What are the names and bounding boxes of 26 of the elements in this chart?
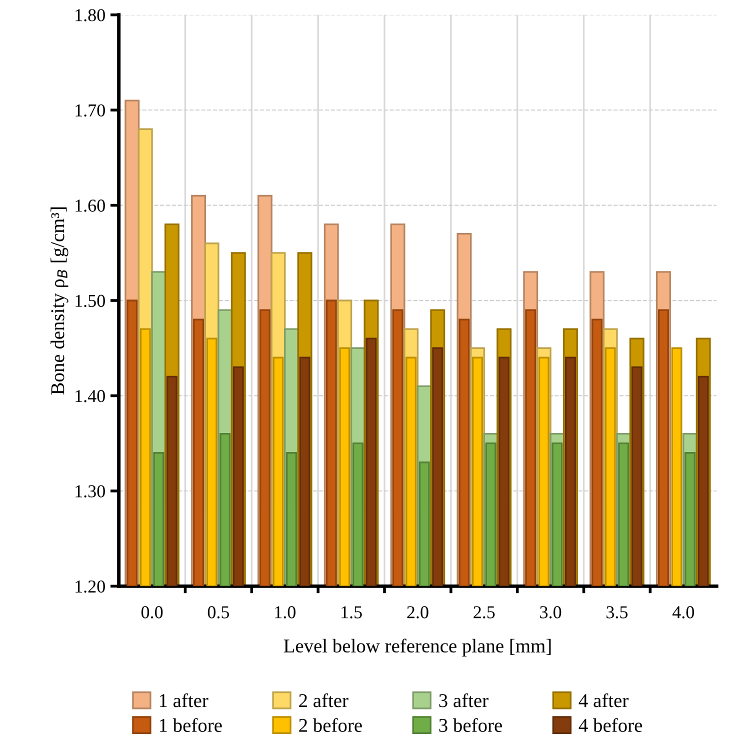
y-tick-label: 1.40 (76, 390, 105, 402)
x-tick-label: 2.5 (474, 606, 495, 618)
y-tick-label: 1.30 (76, 485, 105, 498)
y-tick-label: 1.60 (76, 200, 105, 212)
legend-label: 2 before (299, 718, 362, 732)
x-axis-title: Level below reference plane [mm] (284, 638, 551, 656)
y-tick-label: 1.80 (76, 9, 105, 22)
x-tick-label: 0.0 (141, 606, 163, 618)
x-tick-label: 3.5 (606, 606, 628, 618)
legend-label: 3 after (439, 693, 488, 708)
x-tick-label: 4.0 (672, 606, 694, 618)
legend-label: 1 after (160, 693, 208, 708)
x-tick-label: 1.0 (275, 606, 296, 618)
y-tick-label: 1.50 (76, 294, 105, 308)
legend-label: 1 before (160, 718, 222, 732)
x-tick-label: 3.0 (540, 606, 562, 618)
y-tick-label: 1.70 (76, 104, 105, 117)
x-tick-label: 1.5 (342, 606, 362, 618)
legend-label: 4 after (578, 693, 628, 708)
x-tick-label: 2.0 (407, 606, 428, 618)
legend-label: 3 before (439, 718, 502, 732)
y-axis-title: Bone density ρ$_{B}$ [g/cm³] (50, 207, 68, 395)
legend-label: 4 before (578, 718, 642, 732)
y-tick-label: 1.20 (76, 580, 105, 593)
x-tick-label: 0.5 (208, 606, 230, 618)
legend-label: 2 after (299, 693, 348, 708)
